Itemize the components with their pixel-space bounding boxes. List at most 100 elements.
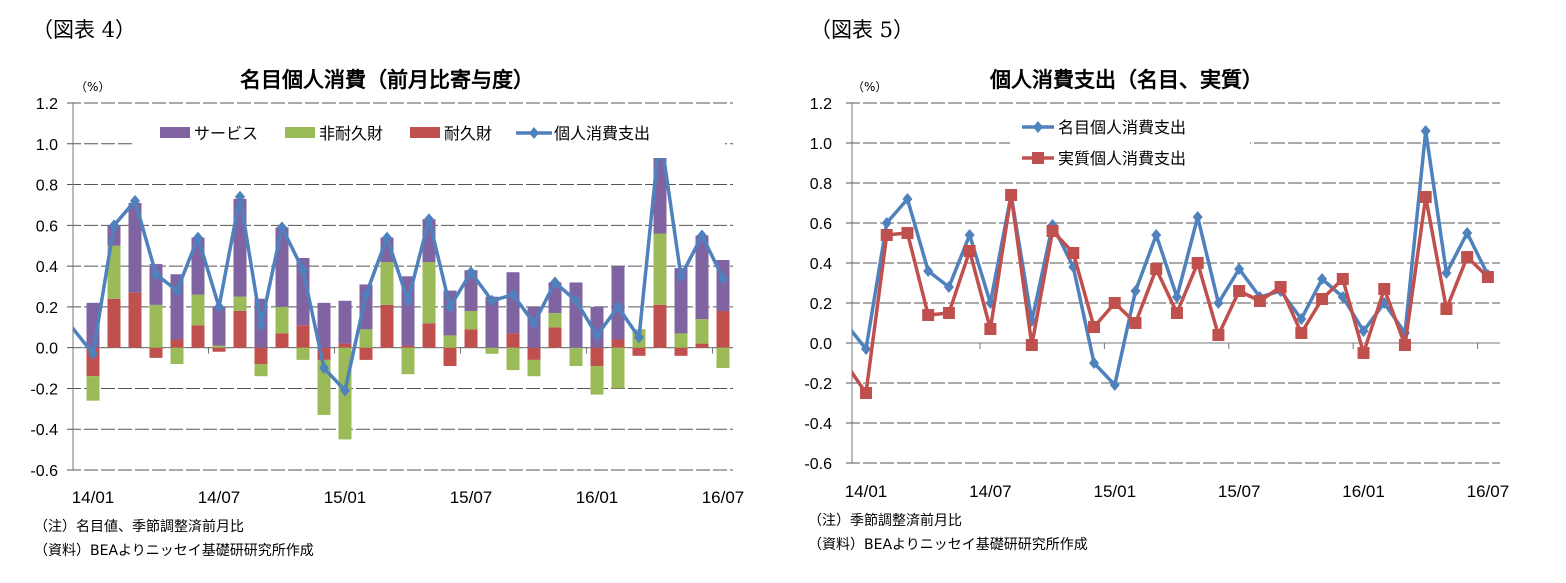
legend-swatch [285, 127, 315, 138]
bar-サービス-15/09 [506, 272, 520, 334]
bar-非耐久財-15/02 [359, 329, 373, 348]
bar-非耐久財-15/10 [527, 359, 541, 377]
bar-耐久財-15/02 [359, 347, 373, 360]
bar-非耐久財-15/07 [464, 310, 478, 330]
bar-耐久財-15/03 [380, 304, 394, 348]
x-tick-label: 16/07 [1467, 482, 1510, 501]
x-tick-label: 16/01 [576, 488, 619, 507]
y-tick-label: -0.2 [804, 376, 832, 393]
bar-非耐久財-16/07 [716, 347, 730, 369]
bar-耐久財-14/04 [149, 347, 163, 358]
bar-非耐久財-16/06 [695, 319, 709, 344]
point-15/12 [571, 294, 581, 307]
point-16/04 [1419, 191, 1432, 203]
y-tick-label: 0.0 [36, 341, 58, 358]
bar-サービス-14/11 [296, 257, 310, 326]
bar-耐久財-14/11 [296, 325, 310, 348]
legend-item: 個人消費支出 [516, 125, 650, 143]
y-tick-label: -0.4 [804, 416, 832, 433]
bar-サービス-14/12 [317, 302, 331, 348]
point-16/01 [1357, 347, 1370, 359]
point-15/04 [403, 294, 413, 307]
bar-非耐久財-16/02 [611, 347, 625, 389]
bar-サービス-15/01 [338, 300, 352, 344]
point-15/01 [1109, 379, 1120, 391]
x-tick-label: 16/07 [702, 488, 745, 507]
bar-耐久財-15/05 [422, 323, 436, 348]
y-tick-label: 0.8 [36, 178, 58, 195]
y-tick-label: -0.4 [30, 422, 58, 439]
legend-label: 名目個人消費支出 [1058, 119, 1186, 137]
chart-1: 1.2 1.0 0.8 0.6 0.4 0.2 0.0 -0.2 -0.4 -0.6 14/01 14… [804, 96, 1509, 501]
bar-耐久財-16/06 [695, 343, 709, 348]
point-14/11 [298, 264, 308, 277]
bar-非耐久財-14/01 [86, 376, 100, 401]
source-right: （資料）BEAよりニッセイ基礎研研究所作成 [808, 537, 1088, 553]
bar-耐久財-15/01 [338, 343, 352, 348]
point-14/03 [901, 227, 914, 239]
source-left: （資料）BEAよりニッセイ基礎研研究所作成 [34, 543, 314, 559]
x-tick-label: 14/07 [198, 488, 241, 507]
legend-item: 実質個人消費支出 [1022, 150, 1186, 168]
point-15/10 [529, 317, 539, 330]
bar-非耐久財-14/10 [275, 306, 289, 334]
point-15/10 [1295, 327, 1308, 339]
bar-耐久財-15/09 [506, 333, 520, 348]
point-16/01 [592, 329, 602, 342]
point-15/06 [445, 300, 455, 313]
bar-耐久財-14/03 [128, 292, 142, 348]
point-15/02 [1130, 285, 1141, 297]
bar-非耐久財-14/08 [233, 296, 247, 311]
bar-非耐久財-15/11 [548, 313, 562, 328]
point-15/04 [1171, 291, 1182, 303]
series-line-実質個人消費支出 [852, 193, 1490, 395]
legend-label: 耐久財 [444, 125, 492, 143]
x-tick-label: 15/07 [450, 488, 493, 507]
point-14/02 [109, 219, 119, 232]
point-14/09 [1025, 339, 1038, 351]
point-15/04 [1170, 307, 1183, 319]
legend-item: 非耐久財 [285, 125, 383, 143]
bar-耐久財-14/02 [107, 298, 121, 348]
point-14/01 [861, 343, 871, 355]
point-14/01 [88, 347, 98, 360]
bar-耐久財-14/10 [275, 333, 289, 348]
plot-area [73, 125, 730, 440]
bar-非耐久財-15/05 [422, 262, 436, 324]
x-tick-label: 15/01 [324, 488, 367, 507]
point-15/11 [1317, 273, 1328, 285]
bar-非耐久財-16/05 [674, 333, 688, 348]
bar-非耐久財-15/04 [401, 347, 415, 375]
legend-swatch [160, 127, 190, 138]
note-right: （注）季節調整済前月比 [808, 513, 962, 529]
point-14/04 [922, 309, 935, 321]
point-14/04 [151, 268, 161, 281]
y-tick-label: 1.0 [36, 137, 58, 154]
bar-耐久財-15/10 [527, 347, 541, 360]
point-15/08 [1253, 295, 1266, 307]
point-14/06 [963, 245, 976, 257]
unit-label-right: （%） [852, 80, 888, 94]
point-14/04 [923, 265, 934, 277]
x-tick-label: 16/01 [1342, 482, 1385, 501]
point-14/03 [902, 193, 913, 205]
chart-title-right: 個人消費支出（名目、実質） [990, 68, 1263, 92]
figure-label-5: （図表 5） [810, 18, 915, 42]
point-15/06 [1213, 297, 1224, 309]
bar-非耐久財-14/05 [170, 347, 184, 364]
point-16/03 [1398, 339, 1411, 351]
point-16/02 [1378, 283, 1391, 295]
x-tick-label: 15/01 [1093, 482, 1136, 501]
y-tick-label: 0.8 [810, 176, 832, 193]
point-14/06 [193, 231, 203, 244]
point-15/07 [1234, 263, 1245, 275]
legend-marker [1032, 152, 1044, 164]
point-14/07 [214, 300, 224, 313]
x-tick-label: 14/07 [969, 482, 1012, 501]
bar-非耐久財-15/06 [443, 335, 457, 348]
x-tick-label: 14/01 [72, 488, 115, 507]
bar-サービス-15/08 [485, 296, 499, 348]
point-15/11 [1316, 293, 1329, 305]
bar-耐久財-15/11 [548, 327, 562, 348]
